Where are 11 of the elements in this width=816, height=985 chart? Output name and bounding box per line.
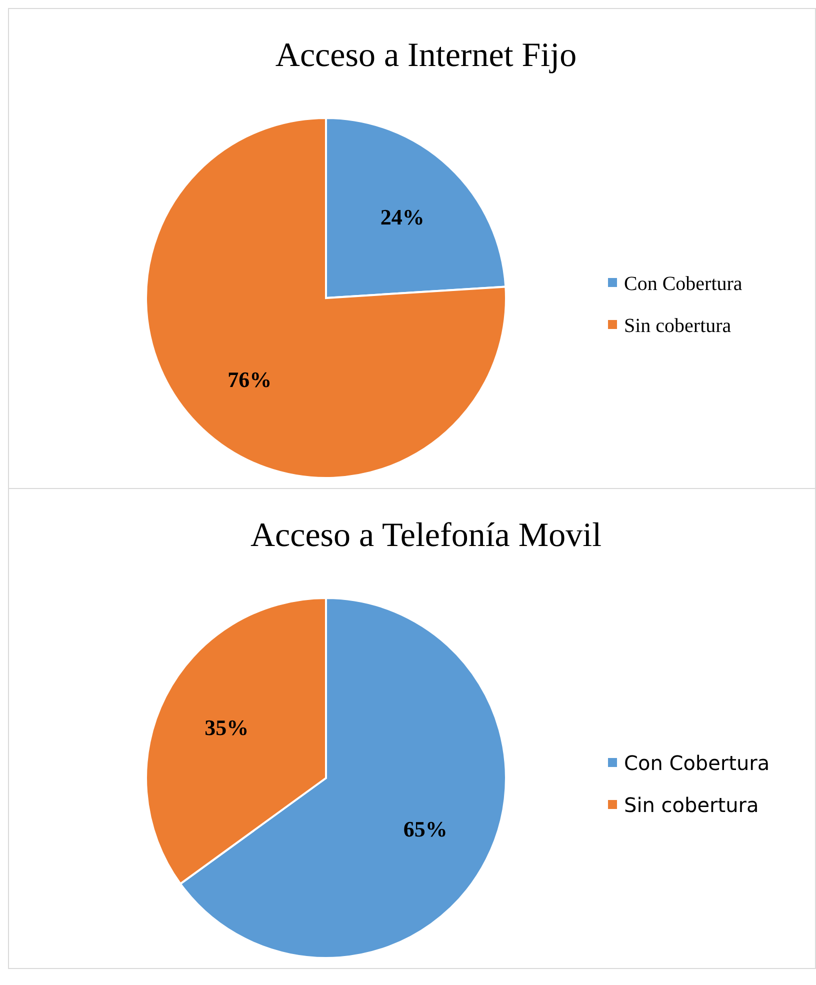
data-label: 35%: [204, 715, 249, 740]
chart-title: Acceso a Telefonía Movil: [250, 517, 602, 554]
data-label: 24%: [380, 204, 424, 230]
legend-label: Con Cobertura: [624, 751, 770, 775]
pie-slice: [145, 117, 507, 479]
legend-label: Con Cobertura: [624, 273, 742, 295]
data-label: 76%: [228, 367, 272, 392]
legend-label: Sin cobertura: [624, 793, 759, 817]
chart-title: Acceso a Internet Fijo: [275, 37, 577, 74]
data-label: 65%: [403, 816, 448, 842]
legend-label: Sin cobertura: [624, 315, 732, 337]
